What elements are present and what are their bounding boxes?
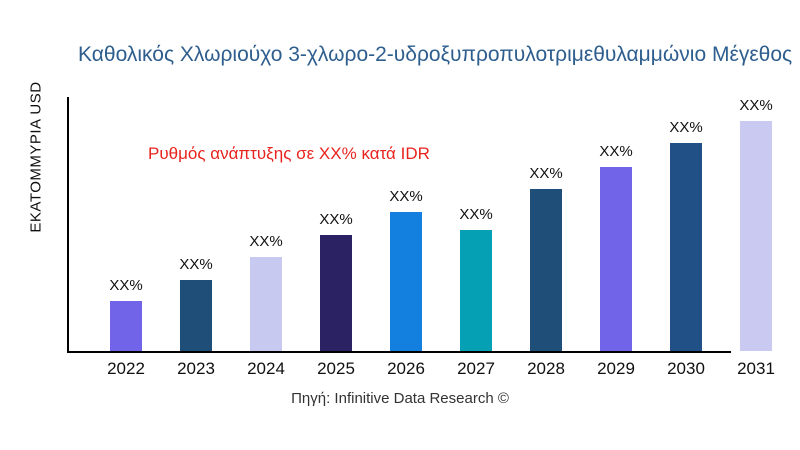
x-tick-2031: 2031 bbox=[737, 359, 775, 378]
bar-value-label: XX% bbox=[109, 277, 143, 294]
bar-value-label: XX% bbox=[459, 206, 493, 223]
bar-value-label: XX% bbox=[739, 97, 773, 114]
y-axis-label: ΕΚΑΤΟΜΜΥΡΙΑ USD bbox=[27, 81, 45, 233]
bar-group-2028: XX% bbox=[511, 165, 581, 351]
bar-2028 bbox=[530, 189, 562, 351]
bar-group-2026: XX% bbox=[371, 188, 441, 351]
source-text: Πηγή: Infinitive Data Research © bbox=[291, 390, 509, 407]
y-axis-line bbox=[67, 97, 69, 353]
bar-group-2022: XX% bbox=[91, 277, 161, 351]
bar-value-label: XX% bbox=[599, 143, 633, 160]
x-tick-2022: 2022 bbox=[107, 359, 145, 378]
x-tick-2028: 2028 bbox=[527, 359, 565, 378]
x-tick-2030: 2030 bbox=[667, 359, 705, 378]
bar-group-2027: XX% bbox=[441, 206, 511, 351]
x-tick-2024: 2024 bbox=[247, 359, 285, 378]
x-axis-line bbox=[67, 351, 731, 353]
x-tick-2025: 2025 bbox=[317, 359, 355, 378]
x-tick-2023: 2023 bbox=[177, 359, 215, 378]
x-tick-2029: 2029 bbox=[597, 359, 635, 378]
bar-group-2024: XX% bbox=[231, 233, 301, 351]
bar-value-label: XX% bbox=[669, 119, 703, 136]
bar-2026 bbox=[390, 212, 422, 351]
bar-2024 bbox=[250, 257, 282, 351]
bar-group-2031: XX% bbox=[721, 97, 791, 351]
bar-group-2029: XX% bbox=[581, 143, 651, 351]
bar-group-2030: XX% bbox=[651, 119, 721, 351]
bar-2023 bbox=[180, 280, 212, 351]
bar-value-label: XX% bbox=[179, 256, 213, 273]
bar-2031 bbox=[740, 121, 772, 351]
chart-title: Καθολικός Χλωριούχο 3-χλωρο-2-υδροξυπροπ… bbox=[78, 43, 793, 66]
bar-2025 bbox=[320, 235, 352, 351]
bar-2029 bbox=[600, 167, 632, 351]
bar-2030 bbox=[670, 143, 702, 351]
bar-group-2025: XX% bbox=[301, 211, 371, 351]
bar-value-label: XX% bbox=[249, 233, 283, 250]
bar-value-label: XX% bbox=[319, 211, 353, 228]
bar-2022 bbox=[110, 301, 142, 351]
x-tick-2026: 2026 bbox=[387, 359, 425, 378]
bar-group-2023: XX% bbox=[161, 256, 231, 351]
bar-value-label: XX% bbox=[389, 188, 423, 205]
x-tick-2027: 2027 bbox=[457, 359, 495, 378]
bar-2027 bbox=[460, 230, 492, 351]
bar-value-label: XX% bbox=[529, 165, 563, 182]
growth-rate-annotation: Ρυθμός ανάπτυξης σε XX% κατά IDR bbox=[148, 144, 430, 163]
